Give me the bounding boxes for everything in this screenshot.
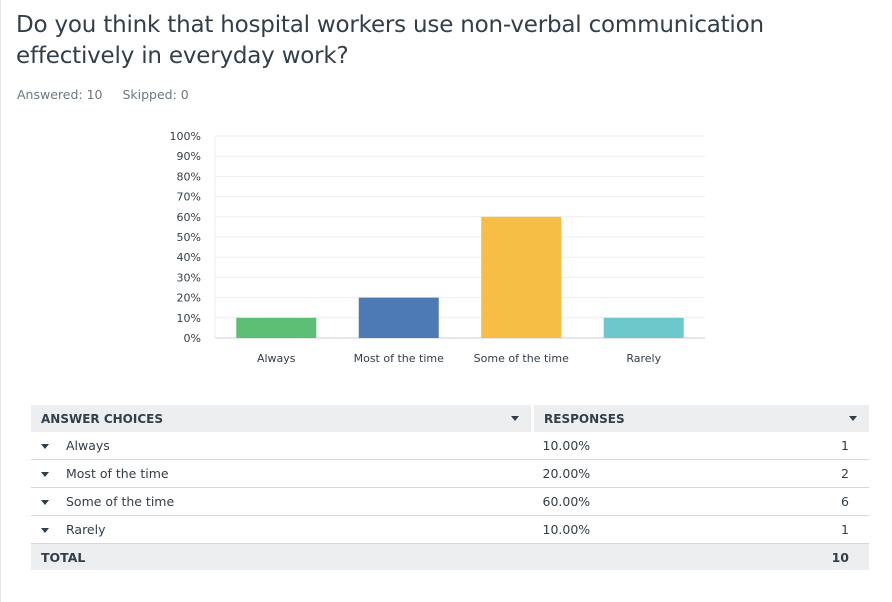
y-axis: 0% 10% 20% 30% 40% 50% 60% 70% 80% 90% 100% <box>170 130 201 345</box>
percent-cell: 10.00% <box>532 515 731 544</box>
y-tick-label: 10% <box>177 312 201 325</box>
answered-count: Answered: 10 <box>17 87 103 102</box>
total-value: 10 <box>730 543 869 570</box>
expand-caret-icon[interactable] <box>41 472 49 477</box>
y-tick-label: 40% <box>177 251 201 264</box>
expand-caret-icon[interactable] <box>41 444 49 449</box>
answer-cell: Rarely <box>31 515 533 544</box>
count-cell: 2 <box>730 459 869 488</box>
response-summary: Answered: 10 Skipped: 0 <box>17 87 205 102</box>
bar[interactable] <box>481 216 562 338</box>
total-spacer <box>532 543 731 570</box>
x-tick-label: Rarely <box>626 352 661 365</box>
sort-caret-icon[interactable] <box>849 416 857 421</box>
percent-cell: 10.00% <box>532 432 731 460</box>
count-cell: 1 <box>730 432 869 460</box>
chart-bars <box>236 216 684 338</box>
answer-cell: Some of the time <box>31 487 533 516</box>
question-title: Do you think that hospital workers use n… <box>16 12 764 69</box>
answer-cell: Most of the time <box>31 459 533 488</box>
count-cell: 1 <box>730 515 869 544</box>
x-tick-label: Always <box>257 352 296 365</box>
table-row: Most of the time 20.00% 2 <box>31 459 869 488</box>
bar[interactable] <box>236 317 317 338</box>
sort-caret-icon[interactable] <box>511 416 519 421</box>
answer-label: Most of the time <box>66 466 169 481</box>
table-row: Some of the time 60.00% 6 <box>31 487 869 516</box>
y-tick-label: 0% <box>184 332 201 345</box>
responses-header-label: RESPONSES <box>544 411 625 426</box>
table-row: Rarely 10.00% 1 <box>31 515 869 544</box>
y-tick-label: 70% <box>177 191 201 204</box>
y-tick-label: 90% <box>177 150 201 163</box>
percent-cell: 20.00% <box>532 459 731 488</box>
total-row: TOTAL 10 <box>31 543 869 570</box>
total-label: TOTAL <box>31 543 533 570</box>
y-tick-label: 30% <box>177 271 201 284</box>
y-tick-label: 20% <box>177 292 201 305</box>
answer-label: Rarely <box>66 522 106 537</box>
answer-choices-header-label: ANSWER CHOICES <box>41 411 163 426</box>
y-tick-label: 80% <box>177 170 201 183</box>
bar-chart: 0% 10% 20% 30% 40% 50% 60% 70% 80% 90% 100% Always… <box>170 130 705 365</box>
bar[interactable] <box>603 317 684 338</box>
answer-label: Some of the time <box>66 494 175 509</box>
results-table: ANSWER CHOICES RESPONSES Always 10.00% 1… <box>31 405 869 570</box>
answer-cell: Always <box>31 432 533 460</box>
y-tick-label: 100% <box>170 130 201 143</box>
chart-grid <box>214 135 705 339</box>
expand-caret-icon[interactable] <box>41 528 49 533</box>
y-tick-label: 60% <box>177 211 201 224</box>
table-row: Always 10.00% 1 <box>31 432 869 460</box>
percent-cell: 60.00% <box>532 487 731 516</box>
x-tick-label: Some of the time <box>474 352 569 365</box>
count-cell: 6 <box>730 487 869 516</box>
y-tick-label: 50% <box>177 231 201 244</box>
x-axis: Always Most of the time Some of the time Ra… <box>257 352 662 365</box>
responses-header[interactable]: RESPONSES <box>532 405 869 432</box>
answer-label: Always <box>66 438 110 453</box>
skipped-count: Skipped: 0 <box>122 87 189 102</box>
expand-caret-icon[interactable] <box>41 500 49 505</box>
bar[interactable] <box>358 297 439 338</box>
x-tick-label: Most of the time <box>354 352 444 365</box>
answer-choices-header[interactable]: ANSWER CHOICES <box>31 405 534 432</box>
